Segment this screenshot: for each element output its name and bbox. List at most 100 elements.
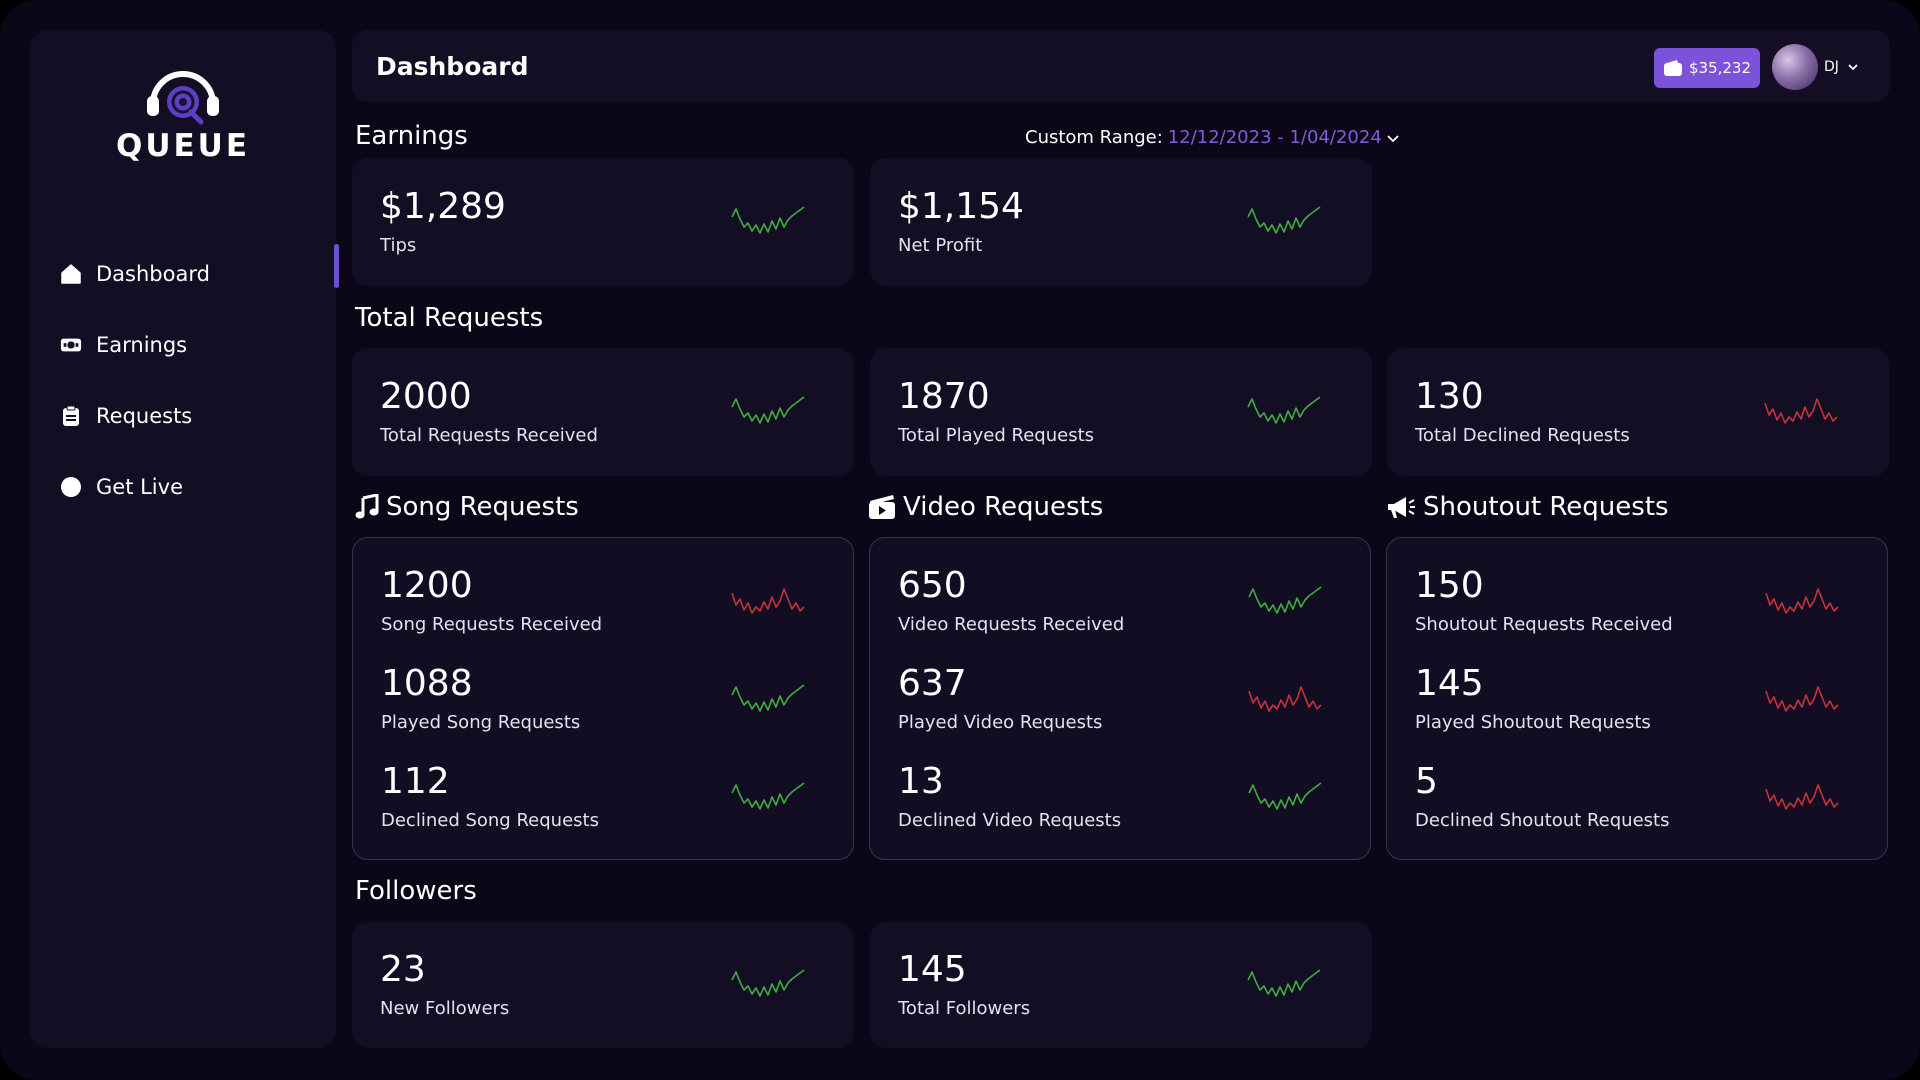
total-requests-section-title: Total Requests [355, 303, 544, 333]
music-note-icon [355, 494, 379, 520]
video-clapper-icon [868, 494, 896, 520]
stat-value: 1200 [381, 565, 473, 606]
followers-section-title: Followers [355, 876, 477, 906]
stat: 23 New Followers [380, 949, 510, 1020]
stat-label: Total Declined Requests [1415, 425, 1630, 446]
stat-label: Played Song Requests [381, 712, 581, 733]
stat-value: 130 [1415, 376, 1484, 417]
stat-value: 13 [898, 761, 944, 802]
stat-value: $1,289 [380, 186, 506, 227]
total-declined-requests-card: 130 Total Declined Requests [1387, 348, 1889, 476]
app-logo[interactable]: QUEUE [30, 62, 336, 164]
sparkline-chart [1247, 396, 1321, 424]
range-label: Custom Range: [1025, 127, 1163, 148]
sidebar-item-label: Requests [96, 403, 193, 428]
stat: $1,154 Net Profit [898, 186, 1024, 257]
sparkline-down [731, 588, 805, 614]
stat: 130 Total Declined Requests [1415, 376, 1630, 447]
stat: 13 Declined Video Requests [898, 761, 1122, 832]
sparkline-up [1248, 586, 1322, 614]
stat-value: $1,154 [898, 186, 1024, 227]
sparkline-up [731, 396, 805, 424]
stat: 637 Played Video Requests [898, 663, 1102, 734]
stat-label: Played Shoutout Requests [1415, 712, 1651, 733]
sidebar-item-earnings[interactable]: Earnings [30, 309, 336, 380]
stat-value: 112 [381, 761, 450, 802]
stat-value: 145 [898, 949, 967, 990]
sidebar-item-label: Dashboard [96, 261, 210, 286]
stat-value: 150 [1415, 565, 1484, 606]
stat-value: 1870 [898, 376, 990, 417]
shoutout-requests-section-title: Shoutout Requests [1386, 492, 1669, 522]
sidebar-nav: Dashboard Earnings Requests Get Live [30, 238, 339, 522]
earnings-card-tips: $1,289 Tips [352, 158, 854, 286]
sparkline-chart [731, 206, 805, 234]
total-requests-received-card: 2000 Total Requests Received [352, 348, 854, 476]
sparkline-up [1247, 206, 1321, 234]
stat-label: New Followers [380, 998, 510, 1019]
money-icon [60, 334, 82, 356]
stat: 112 Declined Song Requests [381, 761, 599, 832]
sparkline-chart [1248, 586, 1322, 614]
sparkline-chart [1247, 206, 1321, 234]
song-requests-section-title: Song Requests [355, 492, 579, 522]
sidebar-item-dashboard[interactable]: Dashboard [30, 238, 339, 309]
sparkline-up [731, 684, 805, 712]
total-followers-card: 145 Total Followers [870, 922, 1372, 1048]
section-title-text: Video Requests [903, 492, 1104, 522]
sparkline-chart [731, 588, 805, 614]
stat-label: Tips [380, 235, 417, 256]
sparkline-down [1765, 588, 1839, 614]
total-played-requests-card: 1870 Total Played Requests [870, 348, 1372, 476]
new-followers-card: 23 New Followers [352, 922, 854, 1048]
avatar [1772, 44, 1818, 90]
sparkline-up [1248, 782, 1322, 810]
chevron-down-icon [1387, 134, 1399, 142]
video-requests-section-title: Video Requests [868, 492, 1103, 522]
sparkline-up [1247, 969, 1321, 997]
clipboard-icon [60, 405, 82, 427]
sidebar-item-get-live[interactable]: Get Live [30, 451, 336, 522]
sparkline-down [1248, 686, 1322, 712]
stat: 145 Played Shoutout Requests [1415, 666, 1651, 734]
stat-label: Song Requests Received [381, 614, 603, 635]
section-title-text: Shoutout Requests [1423, 492, 1669, 522]
headphones-logo-icon [147, 71, 219, 125]
sparkline-chart [1765, 686, 1839, 712]
megaphone-icon [1386, 494, 1416, 520]
profile-name: DJ [1824, 59, 1839, 75]
logo-text: QUEUE [115, 128, 251, 164]
stat: 1200 Song Requests Received [381, 565, 603, 636]
profile-menu[interactable]: DJ [1772, 44, 1859, 90]
earnings-section-title: Earnings [355, 121, 468, 151]
stat-value: 23 [380, 949, 426, 990]
chevron-down-icon [1848, 64, 1858, 71]
stat: 1870 Total Played Requests [898, 376, 1094, 447]
sparkline-down [1765, 686, 1839, 712]
stat-label: Total Requests Received [380, 425, 598, 446]
video-requests-card: 650 Video Requests Received 637 Played V… [869, 537, 1371, 860]
live-dot-icon [60, 476, 82, 498]
sidebar-item-requests[interactable]: Requests [30, 380, 336, 451]
wallet-balance: $35,232 [1688, 59, 1752, 77]
range-value: 12/12/2023 - 1/04/2024 [1167, 127, 1382, 148]
stat: 2000 Total Requests Received [380, 376, 598, 447]
page-title: Dashboard [376, 52, 529, 81]
top-header: Dashboard $35,232 DJ [352, 30, 1890, 102]
shoutout-requests-card: 150 Shoutout Requests Received 145 Playe… [1386, 537, 1888, 860]
stat-label: Declined Song Requests [381, 810, 599, 831]
stat: $1,289 Tips [380, 186, 506, 257]
stat: 5 Declined Shoutout Requests [1415, 764, 1669, 832]
sparkline-chart [1764, 398, 1838, 424]
sparkline-up [731, 969, 805, 997]
date-range-selector[interactable]: Custom Range: 12/12/2023 - 1/04/2024 [1025, 127, 1400, 148]
wallet-balance-button[interactable]: $35,232 [1654, 48, 1760, 88]
stat-value: 637 [898, 663, 967, 704]
stat-label: Net Profit [898, 235, 983, 256]
stat-label: Declined Video Requests [898, 810, 1122, 831]
sparkline-chart [1765, 784, 1839, 810]
stat-label: Video Requests Received [898, 614, 1125, 635]
sparkline-chart [731, 396, 805, 424]
stat-value: 2000 [380, 376, 472, 417]
